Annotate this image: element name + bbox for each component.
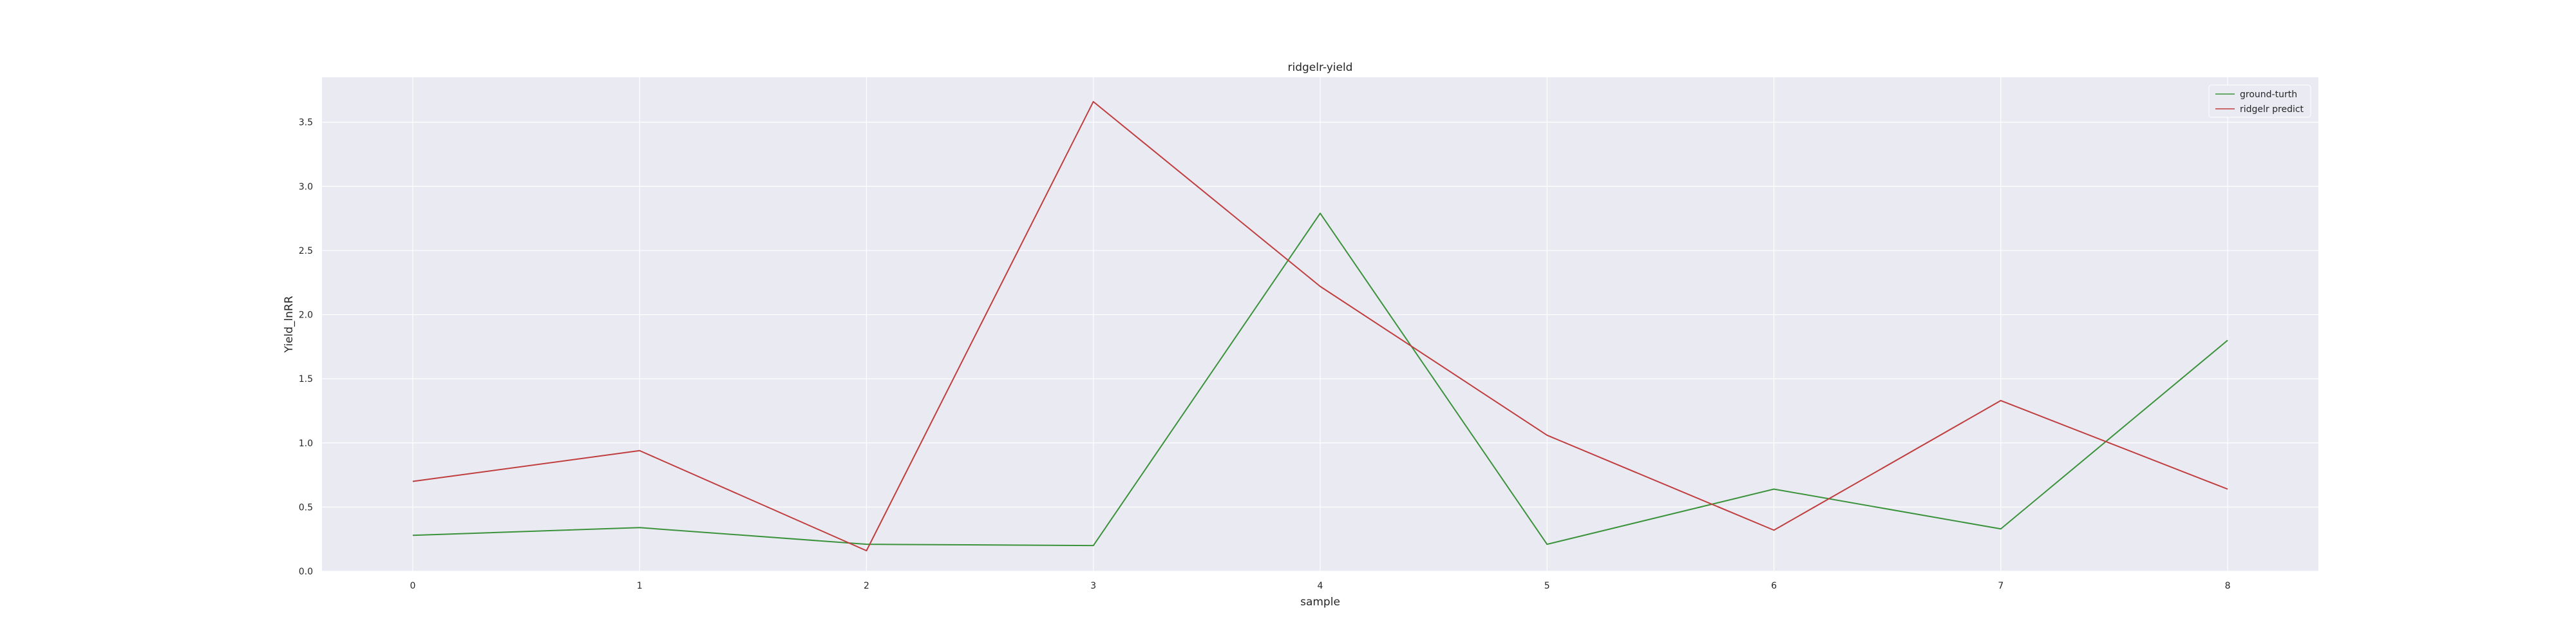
x-tick-label: 2 xyxy=(864,581,869,591)
x-axis-label: sample xyxy=(1300,596,1340,609)
tick-labels: 0 1 2 3 4 5 6 7 8 0.0 0.5 1.0 1.5 2.0 2.5 3.0 3.5 xyxy=(299,118,2231,591)
y-tick-label: 3.5 xyxy=(299,118,313,128)
series-line-ridgelr-predict xyxy=(412,100,2228,552)
x-tick-label: 4 xyxy=(1318,581,1323,591)
y-tick-label: 0.5 xyxy=(299,502,313,513)
y-axis-label: Yield_lnRR xyxy=(283,296,296,353)
x-tick-label: 6 xyxy=(1771,581,1777,591)
y-tick-label: 2.5 xyxy=(299,246,313,256)
legend-label-ridgelr-predict: ridgelr predict xyxy=(2240,104,2304,115)
x-tick-label: 1 xyxy=(637,581,643,591)
legend-label-ground-turth: ground-turth xyxy=(2240,90,2297,100)
y-tick-label: 1.5 xyxy=(299,374,313,384)
legend: ground-turth ridgelr predict xyxy=(2208,84,2311,118)
y-tick-label: 2.0 xyxy=(299,310,313,321)
x-tick-label: 8 xyxy=(2225,581,2231,591)
y-tick-label: 1.0 xyxy=(299,439,313,449)
x-tick-label: 3 xyxy=(1090,581,1096,591)
chart-title: ridgelr-yield xyxy=(1288,61,1353,74)
series-line-ground-turth xyxy=(412,213,2228,547)
x-tick-label: 5 xyxy=(1544,581,1550,591)
x-tick-label: 7 xyxy=(1998,581,2003,591)
y-tick-label: 3.0 xyxy=(299,182,313,192)
y-tick-label: 0.0 xyxy=(299,567,313,577)
x-tick-label: 0 xyxy=(410,581,415,591)
grid-lines xyxy=(322,77,2318,572)
series-lines xyxy=(412,100,2228,552)
